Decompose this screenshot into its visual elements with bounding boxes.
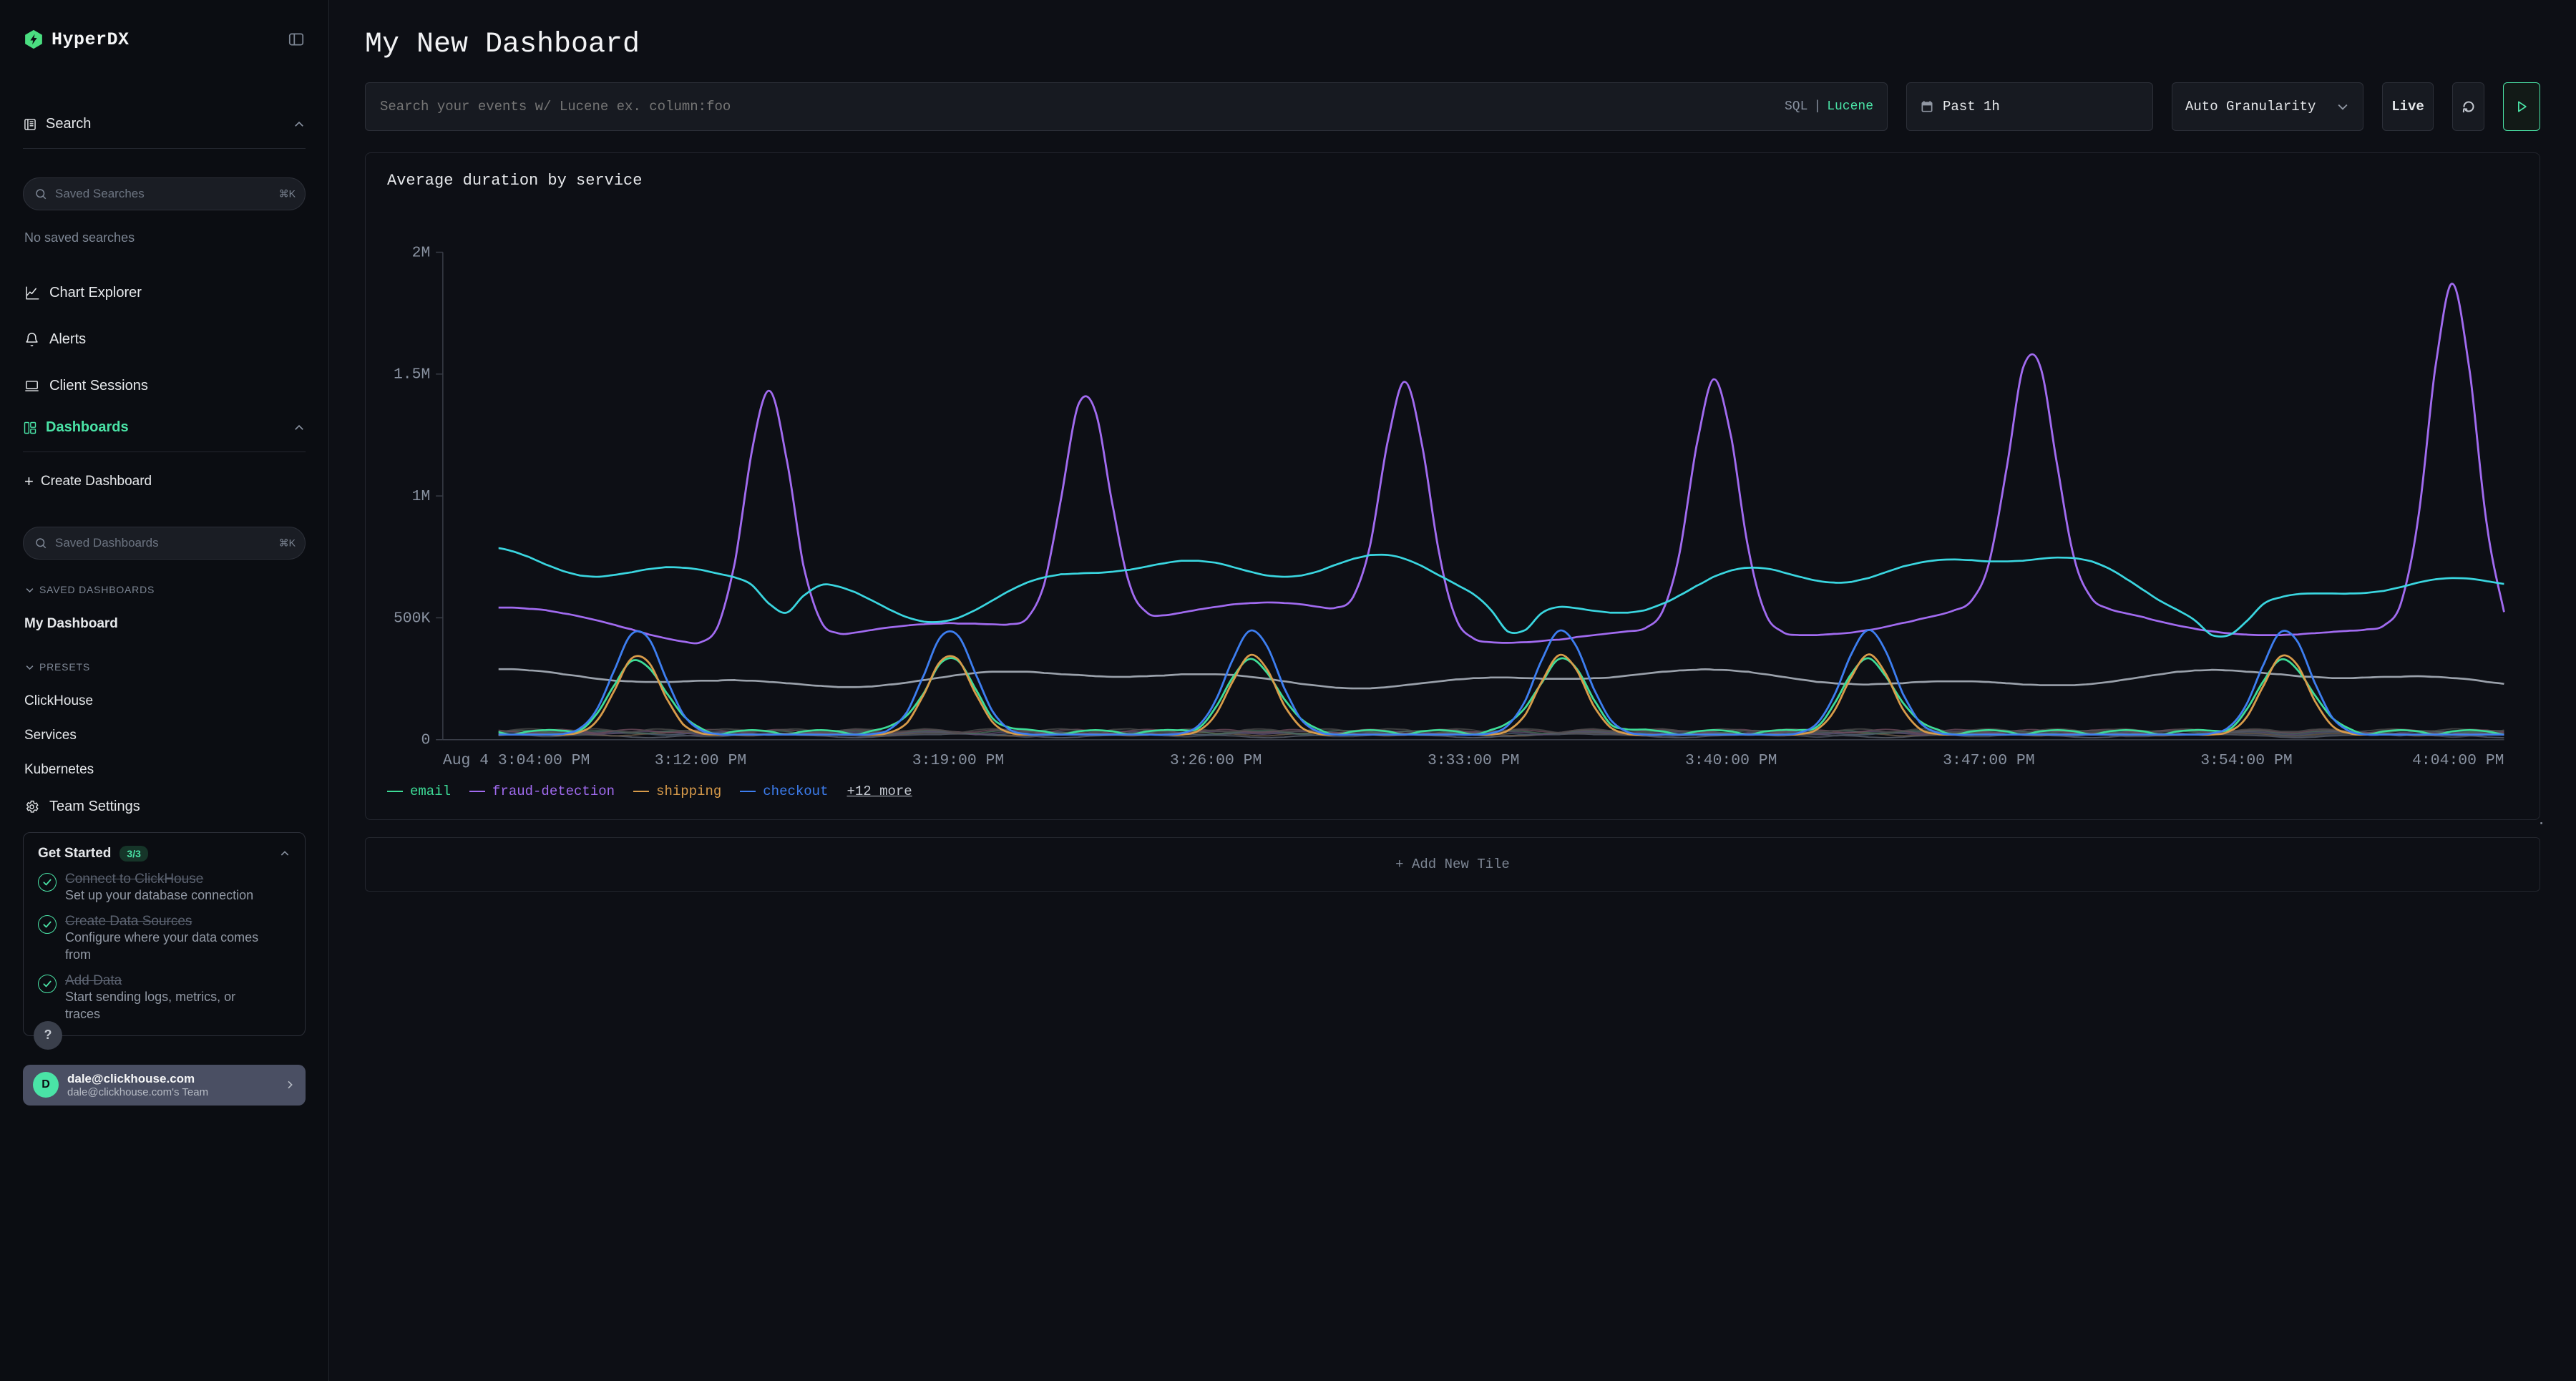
svg-text:3:12:00 PM: 3:12:00 PM <box>655 752 746 769</box>
svg-text:1M: 1M <box>412 488 431 505</box>
svg-text:3:47:00 PM: 3:47:00 PM <box>1943 752 2034 769</box>
svg-text:3:40:00 PM: 3:40:00 PM <box>1685 752 1777 769</box>
svg-text:1.5M: 1.5M <box>394 366 430 384</box>
svg-text:3:19:00 PM: 3:19:00 PM <box>912 752 1004 769</box>
svg-text:3:33:00 PM: 3:33:00 PM <box>1428 752 1519 769</box>
svg-text:3:26:00 PM: 3:26:00 PM <box>1170 752 1262 769</box>
svg-text:3:54:00 PM: 3:54:00 PM <box>2200 752 2292 769</box>
svg-text:0: 0 <box>421 732 430 749</box>
svg-text:2M: 2M <box>412 244 431 261</box>
svg-text:4:04:00 PM: 4:04:00 PM <box>2412 752 2504 769</box>
svg-text:Aug 4 3:04:00 PM: Aug 4 3:04:00 PM <box>443 752 590 769</box>
svg-text:500K: 500K <box>394 610 431 627</box>
